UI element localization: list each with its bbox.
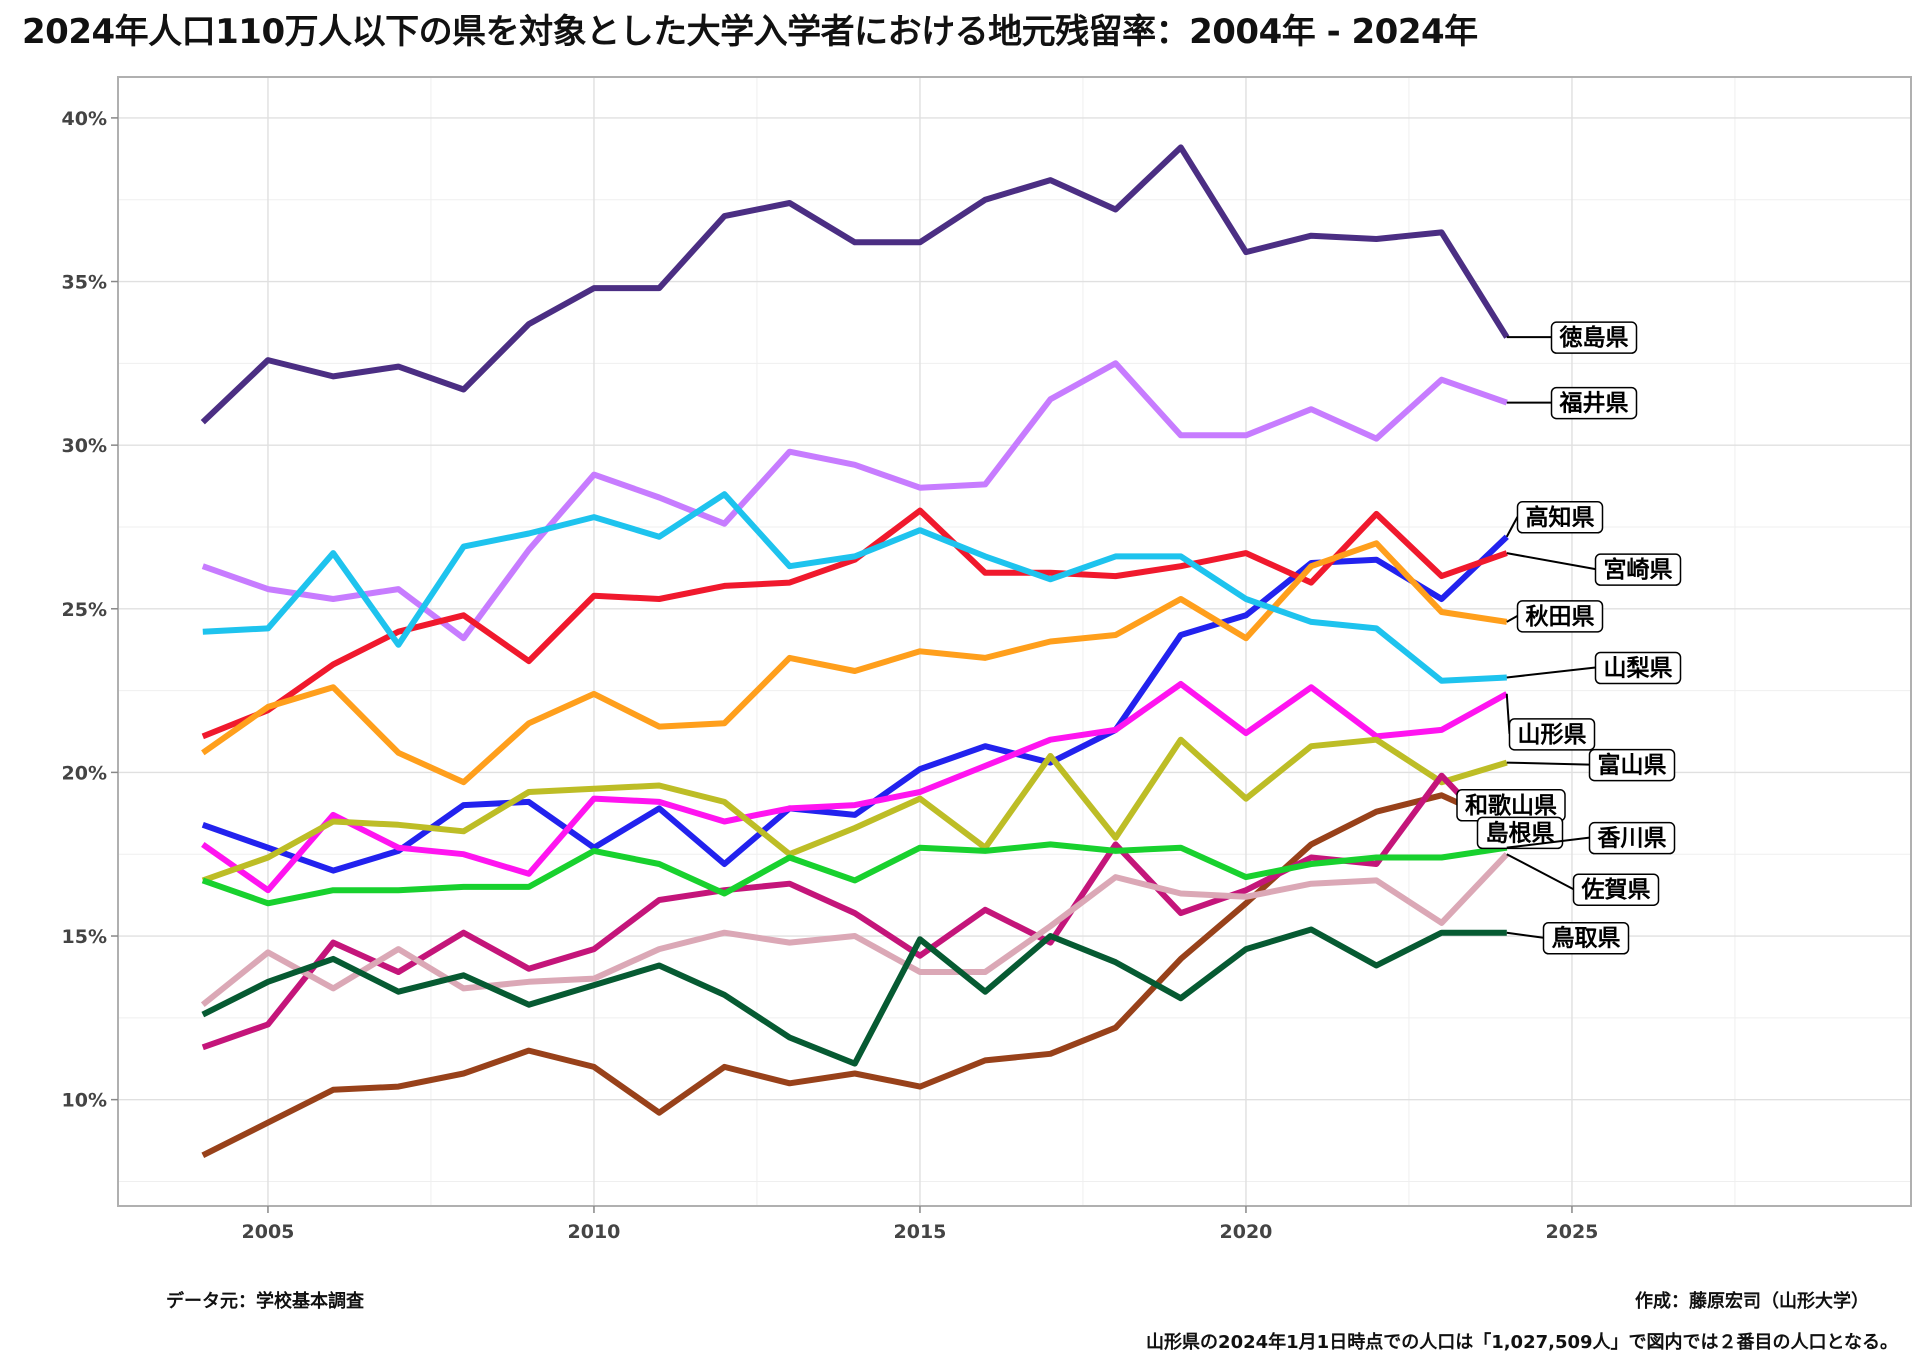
x-tick-label: 2005 (242, 1221, 295, 1243)
x-tick-label: 2025 (1546, 1221, 1599, 1243)
series-line-富山県 (201, 736, 1508, 884)
series-label-box (1588, 821, 1676, 855)
series-label-leader (1506, 552, 1596, 571)
plot-border (117, 76, 1912, 1207)
series-label-leader (1506, 614, 1518, 623)
series-label-山形県: 山形県 (1505, 693, 1596, 751)
series-label-text: 山梨県 (1604, 655, 1673, 681)
series-line-宮崎県 (201, 507, 1508, 740)
series-label-山梨県: 山梨県 (1506, 651, 1682, 685)
y-tick-label: 25% (62, 599, 107, 621)
series-label-box (1542, 921, 1630, 955)
series-label-佐賀県: 佐賀県 (1506, 853, 1660, 906)
series-label-富山県: 富山県 (1506, 748, 1676, 782)
series-label-text: 島根県 (1486, 819, 1555, 846)
series-label-box (1588, 748, 1676, 782)
population-note: 山形県の2024年1月1日時点での人口は「1,027,509人」で図内では２番目… (1146, 1332, 1898, 1353)
series-line-鳥取県 (201, 926, 1507, 1067)
series-label-leader (1505, 516, 1519, 538)
series-label-leader (1506, 853, 1574, 891)
series-label-leader (1506, 761, 1590, 766)
series-label-島根県: 島根県 (1476, 816, 1564, 850)
series-label-box (1594, 651, 1682, 685)
y-tick-label: 40% (62, 108, 107, 130)
series-label-鳥取県: 鳥取県 (1506, 921, 1630, 955)
series-line-秋田県 (201, 540, 1508, 786)
series-label-text: 富山県 (1598, 752, 1667, 779)
x-tick-label: 2020 (1220, 1221, 1273, 1243)
series-label-高知県: 高知県 (1505, 501, 1604, 538)
series-line-高知県 (201, 534, 1509, 874)
series-label-text: 徳島県 (1559, 324, 1629, 351)
series-label-福井県: 福井県 (1506, 386, 1638, 420)
series-label-text: 宮崎県 (1604, 556, 1673, 583)
series-line-山梨県 (202, 491, 1507, 684)
series-label-text: 香川県 (1598, 826, 1667, 852)
series-label-box (1572, 873, 1660, 906)
axis-ticks: 2005 2010 2015 2020 2025 10% 15% 20% 25% 30% 35% 40… (62, 108, 1599, 1243)
y-tick-label: 15% (62, 926, 107, 948)
grid-lines (118, 77, 1911, 1206)
y-tick-label: 30% (62, 435, 107, 457)
x-tick-label: 2015 (894, 1221, 947, 1243)
author-credit: 作成：藤原宏司（山形大学） (1635, 1291, 1869, 1312)
series-line-香川県 (201, 841, 1508, 907)
series-label-和歌山県: 和歌山県 (1456, 789, 1566, 826)
data-source-note: データ元：学校基本調査 (166, 1291, 364, 1312)
series-label-text: 秋田県 (1526, 604, 1595, 630)
series-label-text: 山形県 (1518, 722, 1587, 748)
series-label-text: 高知県 (1526, 504, 1595, 531)
chart-title: 2024年人口110万人以下の県を対象とした大学入学者における地元残留率：200… (22, 12, 1478, 52)
series-label-leader (1506, 931, 1544, 939)
series-label-秋田県: 秋田県 (1506, 600, 1604, 633)
series-line-和歌山県 (201, 792, 1509, 1158)
series-label-box (1594, 553, 1682, 586)
series-line-佐賀県 (200, 852, 1509, 1008)
series-lines (200, 144, 1510, 1158)
series-label-text: 福井県 (1559, 391, 1629, 417)
series-line-徳島県 (200, 144, 1510, 425)
series-label-text: 鳥取県 (1552, 925, 1621, 952)
series-label-box (1508, 718, 1596, 751)
series-label-box (1550, 321, 1638, 354)
series-line-山形県 (201, 681, 1509, 894)
series-label-香川県: 香川県 (1506, 821, 1676, 855)
series-label-宮崎県: 宮崎県 (1506, 552, 1682, 586)
y-tick-label: 10% (62, 1090, 107, 1112)
series-label-box (1516, 501, 1604, 534)
series-label-box (1550, 386, 1638, 420)
x-tick-label: 2010 (568, 1221, 621, 1243)
series-label-leader (1506, 666, 1596, 679)
series-line-福井県 (201, 360, 1508, 642)
series-label-box (1516, 600, 1604, 633)
y-tick-label: 35% (62, 272, 107, 294)
series-label-leader (1506, 836, 1590, 849)
series-label-text: 和歌山県 (1465, 792, 1557, 819)
series-label-text: 佐賀県 (1581, 877, 1651, 903)
series-label-box (1476, 816, 1564, 850)
y-tick-label: 20% (62, 762, 107, 784)
series-label-徳島県: 徳島県 (1506, 321, 1638, 354)
